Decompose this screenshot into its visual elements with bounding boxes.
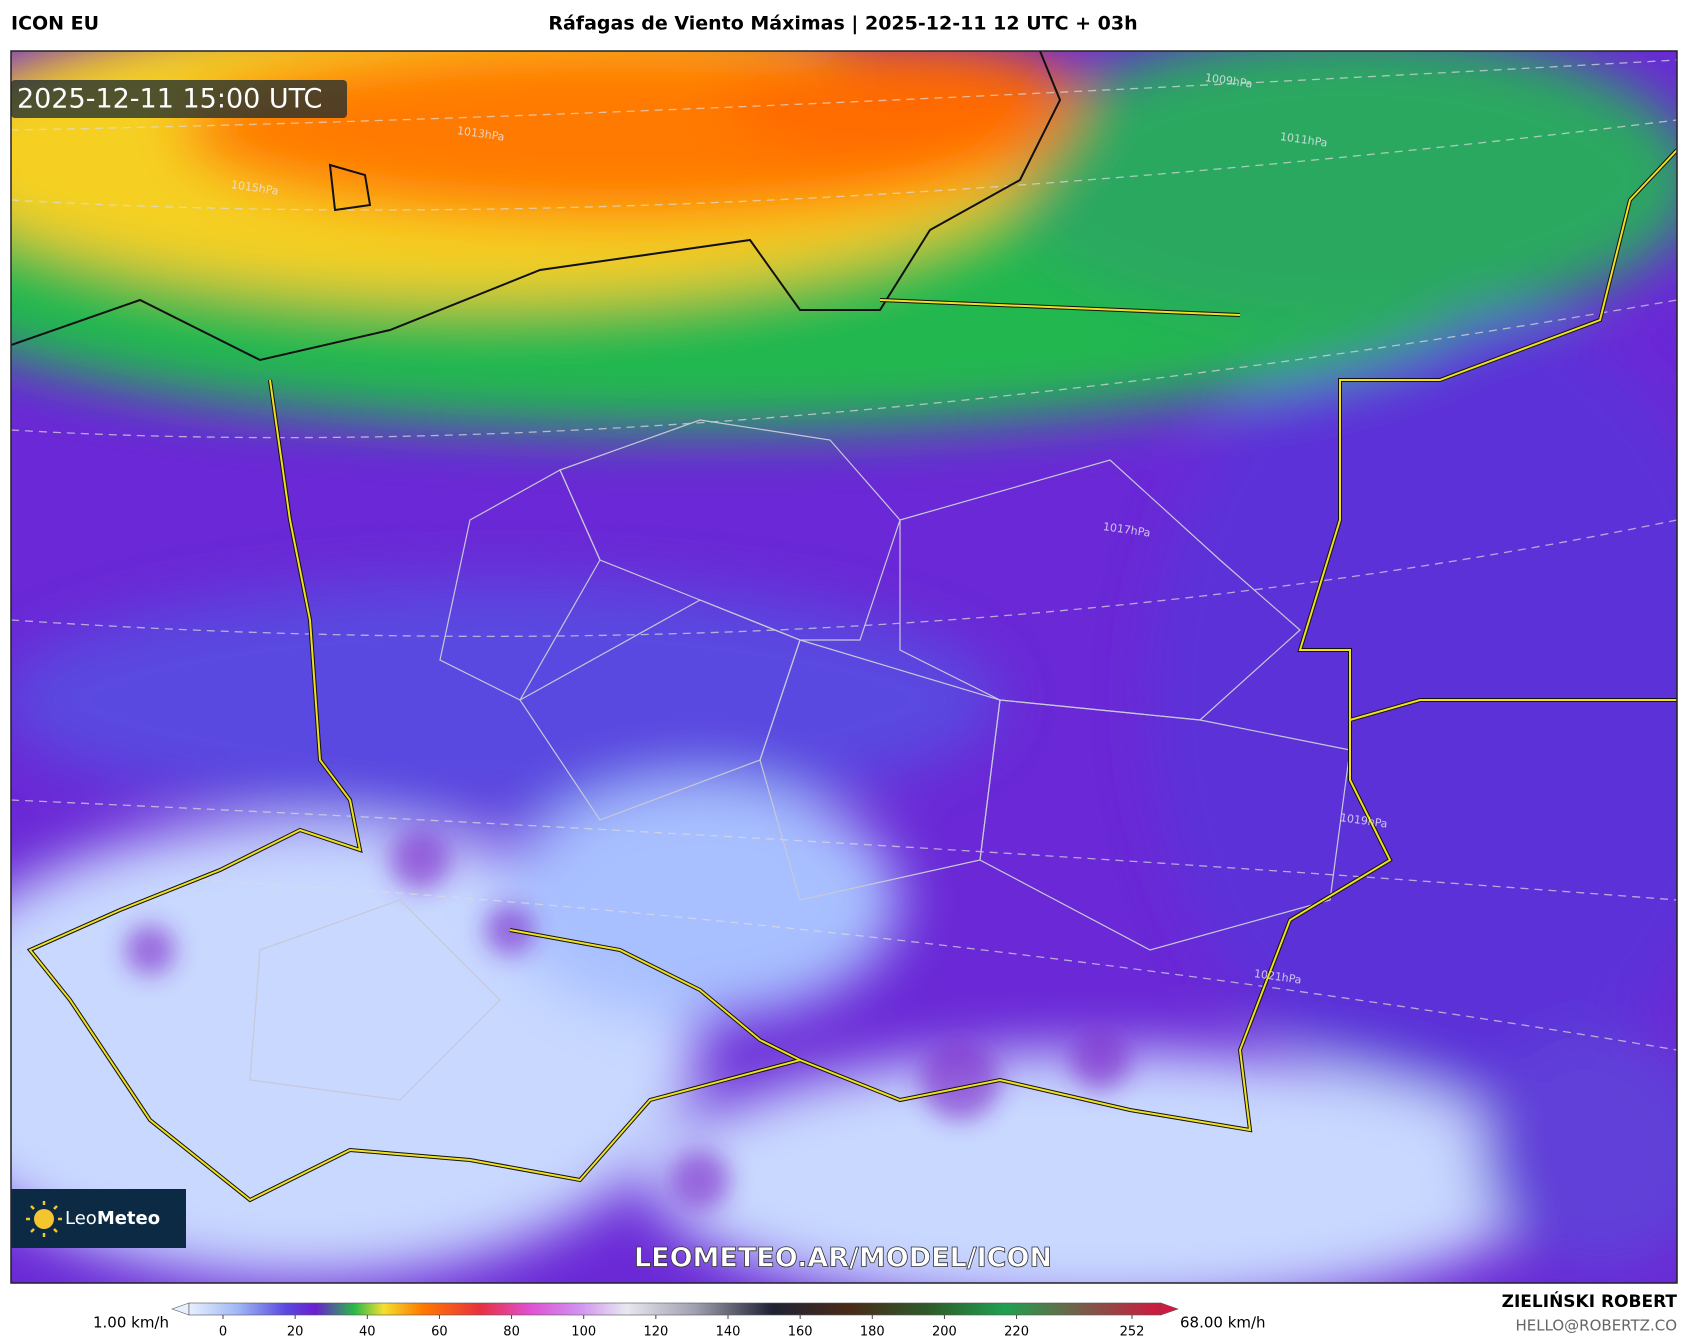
colorbar-tick-label: 60 (431, 1325, 448, 1340)
logo-bold: Meteo (97, 1208, 160, 1229)
isobar-labels: 1009hPa1011hPa1013hPa1015hPa1017hPa1019h… (230, 71, 1388, 987)
colorbar-tick-label: 220 (1004, 1325, 1029, 1340)
timestamp: 2025-12-11 15:00 UTC (17, 84, 322, 115)
colorbar-ticks: 0 20 40 60 80 100 120 140 160 180 200 220 252 (219, 1315, 1145, 1340)
colorbar-tick-label: 80 (503, 1325, 520, 1340)
model-name: ICON EU (11, 13, 99, 35)
logo-text: LeoMeteo (65, 1208, 160, 1229)
colorbar-tick-label: 0 (219, 1325, 227, 1340)
colorbar-tick-label: 140 (716, 1325, 741, 1340)
timestamp-box (11, 80, 347, 118)
map-title: Ráfagas de Viento Máximas | 2025-12-11 1… (548, 13, 1137, 35)
colorbar-min-label: 1.00 km/h (93, 1314, 169, 1332)
colorbar (188, 1302, 1162, 1316)
colorbar-tick-label: 120 (643, 1325, 668, 1340)
map-frame (10, 50, 1678, 1284)
colorbar-tick-label: 252 (1120, 1325, 1145, 1340)
watermark: LEOMETEO.AR/MODEL/ICON (634, 1243, 1052, 1274)
colorbar-tick-label: 180 (860, 1325, 885, 1340)
colorbar-tick-label: 100 (571, 1325, 596, 1340)
colorbar-tick-label: 160 (788, 1325, 813, 1340)
colorbar-min-arrow (171, 1302, 190, 1316)
colorbar-max-label: 68.00 km/h (1180, 1314, 1266, 1332)
author-name: ZIELIŃSKI ROBERT (1502, 1290, 1678, 1312)
logo-sun (34, 1209, 54, 1229)
colorbar-max-arrow (1160, 1302, 1179, 1316)
colorbar-tick-label: 40 (359, 1325, 376, 1340)
logo-rays (26, 1201, 62, 1237)
colorbar-tick-label: 200 (932, 1325, 957, 1340)
colorbar-tick-label: 20 (287, 1325, 304, 1340)
logo-light: Leo (65, 1208, 97, 1229)
map-area: 1009hPa1011hPa1013hPa1015hPa1017hPa1019h… (11, 51, 1677, 1283)
author-email: HELLO@ROBERTZ.CO (1515, 1317, 1677, 1335)
